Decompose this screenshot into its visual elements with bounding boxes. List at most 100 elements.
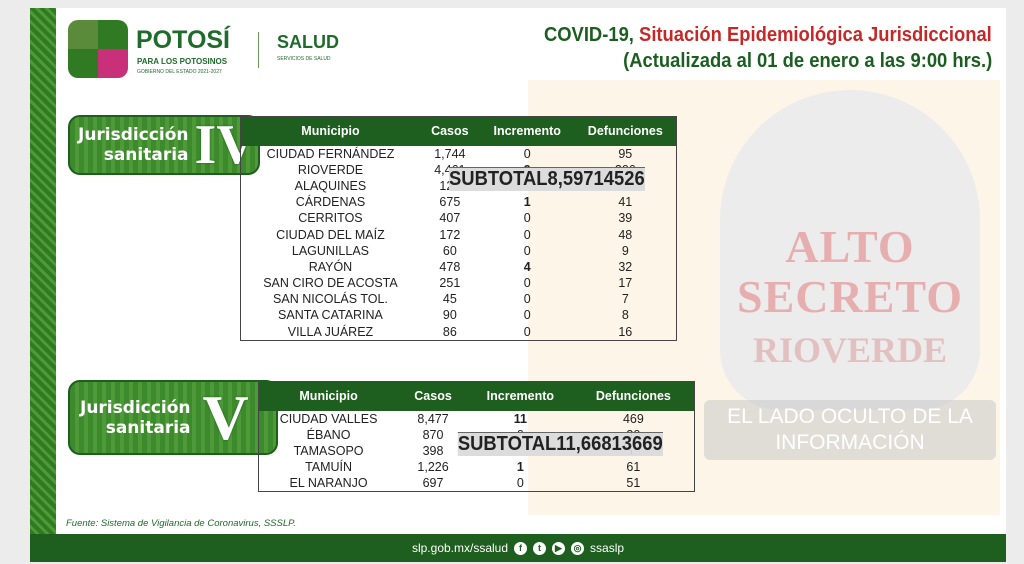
table-cell: 51: [626, 476, 641, 491]
table-cell: 1,226: [417, 460, 449, 475]
table-cell: 0: [516, 476, 524, 491]
table-cell: 41: [618, 195, 633, 210]
table-row: TAMUÍN 1,226 1 61: [259, 459, 695, 475]
table-cell: 172: [439, 227, 461, 242]
column-header: Casos: [398, 381, 468, 411]
subtotal-cell: 11,668: [556, 431, 612, 456]
table-row: CERRITOS 407 0 39: [241, 210, 677, 226]
page-title: COVID-19, Situación Epidemiológica Juris…: [544, 24, 992, 47]
subtotal-cell: 8,597: [547, 166, 594, 191]
table-cell: RIOVERDE: [297, 162, 364, 177]
table-cell: 697: [422, 476, 444, 491]
jurisdiction-iv-badge: Jurisdicción sanitaria IV: [68, 114, 260, 176]
brand-slogan: PARA LOS POTOSINOS: [137, 57, 228, 66]
table-cell: 407: [439, 211, 461, 226]
subtotal-cell: 13: [611, 431, 632, 456]
watermark-figure: [720, 90, 980, 410]
table-cell: 1: [516, 460, 524, 475]
column-header: Incremento: [479, 116, 575, 146]
table-cell: 1: [523, 195, 531, 210]
table-cell: EL NARANJO: [289, 476, 368, 491]
title-prefix: COVID-19,: [544, 24, 635, 46]
table-cell: 48: [618, 227, 633, 242]
table-cell: ALAQUINES: [294, 178, 367, 193]
table-cell: 478: [439, 259, 461, 274]
instagram-icon[interactable]: ◎: [571, 541, 585, 555]
table-cell: CÁRDENAS: [295, 195, 366, 210]
column-header: Incremento: [467, 381, 573, 411]
column-header: Municipio: [240, 116, 420, 146]
brand-gov: GOBIERNO DEL ESTADO 2021-2027: [137, 69, 222, 75]
table-cell: 45: [442, 292, 457, 307]
table-cell: 469: [622, 411, 644, 426]
watermark-text: ALTO SECRETO: [736, 221, 964, 322]
jurisdiction-v-badge: Jurisdicción sanitaria V: [68, 380, 278, 455]
table-cell: TAMASOPO: [293, 443, 364, 458]
table-cell: CIUDAD FERNÁNDEZ: [266, 146, 395, 161]
twitter-icon[interactable]: t: [533, 541, 547, 555]
table-cell: 86: [442, 324, 457, 339]
subtotal-cell: 526: [613, 166, 645, 191]
table-cell: 675: [439, 195, 461, 210]
table-cell: 61: [626, 460, 641, 475]
table-header-row: Municipio Casos Incremento Defunciones: [240, 116, 677, 146]
table-cell: 0: [523, 243, 531, 258]
table-cell: 16: [618, 324, 633, 339]
title-main: Situación Epidemiológica Jurisdiccional: [639, 24, 992, 46]
youtube-icon[interactable]: ▶: [552, 541, 566, 555]
table-cell: LAGUNILLAS: [291, 243, 370, 258]
table-cell: SAN NICOLÁS TOL.: [273, 292, 388, 307]
table-cell: 0: [523, 211, 531, 226]
column-header: Defunciones: [574, 116, 677, 146]
footer-url[interactable]: slp.gob.mx/ssalud: [411, 541, 509, 555]
decorative-strip: [30, 8, 56, 534]
badge-label: Jurisdicción: [78, 125, 189, 145]
table-cell: VILLA JUÁREZ: [287, 324, 374, 339]
subtotal-cell: 669: [631, 431, 663, 456]
table-cell: 1,744: [434, 146, 466, 161]
subtotal-cell: SUBTOTAL: [448, 166, 548, 191]
table-cell: SANTA CATARINA: [278, 308, 383, 323]
column-header: Casos: [419, 116, 480, 146]
table-row: VILLA JUÁREZ 86 0 16: [241, 324, 677, 340]
table-header-row: Municipio Casos Incremento Defunciones: [258, 381, 695, 411]
table-cell: 0: [523, 308, 531, 323]
subtotal-cell: 14: [593, 166, 614, 191]
table-cell: 39: [618, 211, 633, 226]
subtotal-row: SUBTOTAL 11,668 13 669: [457, 431, 663, 456]
salud-sub: SERVICIOS DE SALUD: [277, 56, 331, 62]
potosi-logo-icon: [68, 20, 128, 78]
jurisdiction-v-table: Municipio Casos Incremento Defunciones CIUDA…: [258, 381, 695, 493]
table-cell: 11: [513, 411, 527, 426]
table-cell: RAYÓN: [308, 259, 353, 274]
table-cell: 4: [523, 259, 531, 274]
subtotal-cell: SUBTOTAL: [457, 431, 557, 456]
table-cell: 0: [523, 276, 531, 291]
badge-label: sanitaria: [105, 417, 191, 438]
table-cell: 0: [523, 146, 531, 161]
subtotal-row: SUBTOTAL 8,597 14 526: [448, 166, 645, 191]
page-subtitle: (Actualizada al 01 de enero a las 9:00 h…: [622, 50, 992, 72]
table-cell: 8: [621, 308, 629, 323]
table-cell: 60: [442, 243, 457, 258]
table-cell: 398: [422, 443, 444, 458]
footer: slp.gob.mx/ssalud f t ▶ ◎ ssaslp: [30, 534, 1006, 562]
table-cell: 9: [621, 243, 629, 258]
table-cell: ÉBANO: [306, 427, 351, 442]
table-cell: CERRITOS: [298, 211, 363, 226]
table-cell: SAN CIRO DE ACOSTA: [263, 276, 398, 291]
facebook-icon[interactable]: f: [514, 541, 528, 555]
badge-label: sanitaria: [103, 145, 189, 165]
footer-handle[interactable]: ssaslp: [590, 541, 625, 555]
brand-name: POTOSÍ: [136, 26, 231, 54]
table-row: SANTA CATARINA 90 0 8: [241, 307, 677, 323]
table-cell: 8,477: [417, 411, 449, 426]
table-row: EL NARANJO 697 0 51: [259, 475, 695, 491]
column-header: Municipio: [258, 381, 399, 411]
table-row: CÁRDENAS 675 1 41: [241, 194, 677, 210]
table-row: RAYÓN 478 4 32: [241, 259, 677, 275]
table-cell: 0: [523, 227, 531, 242]
table-row: SAN NICOLÁS TOL. 45 0 7: [241, 291, 677, 307]
table-row: CIUDAD FERNÁNDEZ 1,744 0 95: [241, 146, 677, 162]
table-cell: 7: [621, 292, 629, 307]
